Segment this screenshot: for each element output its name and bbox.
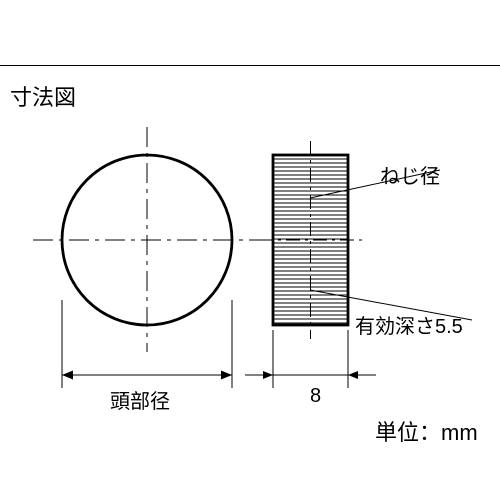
diagram-canvas: 寸法図 ねじ径 有効深さ5.5 頭部径 8 単位：mm: [0, 0, 500, 500]
drawing-svg: [0, 0, 500, 500]
